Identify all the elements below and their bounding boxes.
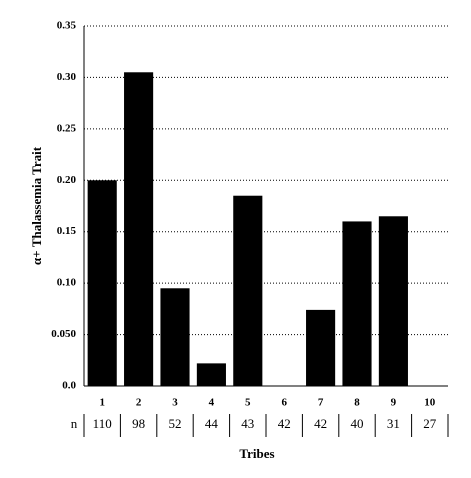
sample-size: 27 (423, 416, 437, 431)
n-label: n (71, 416, 78, 431)
x-tick-label: 5 (245, 397, 251, 409)
sample-size: 42 (314, 416, 327, 431)
bar (87, 180, 117, 386)
sample-size: 40 (351, 416, 364, 431)
bar (233, 195, 263, 386)
y-tick-label: 0.35 (57, 20, 77, 32)
y-tick-label: 0.20 (57, 174, 77, 186)
bar (342, 221, 372, 386)
y-tick-label: 0.25 (57, 122, 77, 134)
sample-size: 110 (93, 416, 112, 431)
x-tick-label: 6 (281, 397, 287, 409)
sample-size: 44 (205, 416, 219, 431)
x-tick-label: 10 (424, 397, 436, 409)
bar (306, 309, 336, 386)
sample-size: 43 (241, 416, 254, 431)
y-tick-label: 0.30 (57, 71, 77, 83)
bar (124, 72, 154, 387)
x-tick-label: 8 (354, 397, 360, 409)
x-tick-label: 3 (172, 397, 178, 409)
sample-size: 98 (132, 416, 145, 431)
x-tick-label: 7 (318, 397, 324, 409)
x-tick-label: 2 (136, 397, 142, 409)
bar (378, 216, 408, 386)
x-axis-label: Tribes (239, 446, 274, 461)
sample-size: 31 (387, 416, 400, 431)
sample-size: 52 (169, 416, 182, 431)
bar (196, 363, 226, 386)
y-tick-label: 0.050 (51, 328, 76, 340)
x-tick-label: 1 (99, 397, 105, 409)
y-axis-label: α+ Thalassemia Trait (29, 146, 44, 265)
sample-size: 42 (278, 416, 291, 431)
y-tick-label: 0.0 (62, 380, 76, 392)
x-tick-label: 4 (209, 397, 215, 409)
bar (160, 288, 190, 386)
y-tick-label: 0.10 (57, 277, 77, 289)
y-tick-label: 0.15 (57, 225, 77, 237)
x-tick-label: 9 (391, 397, 397, 409)
